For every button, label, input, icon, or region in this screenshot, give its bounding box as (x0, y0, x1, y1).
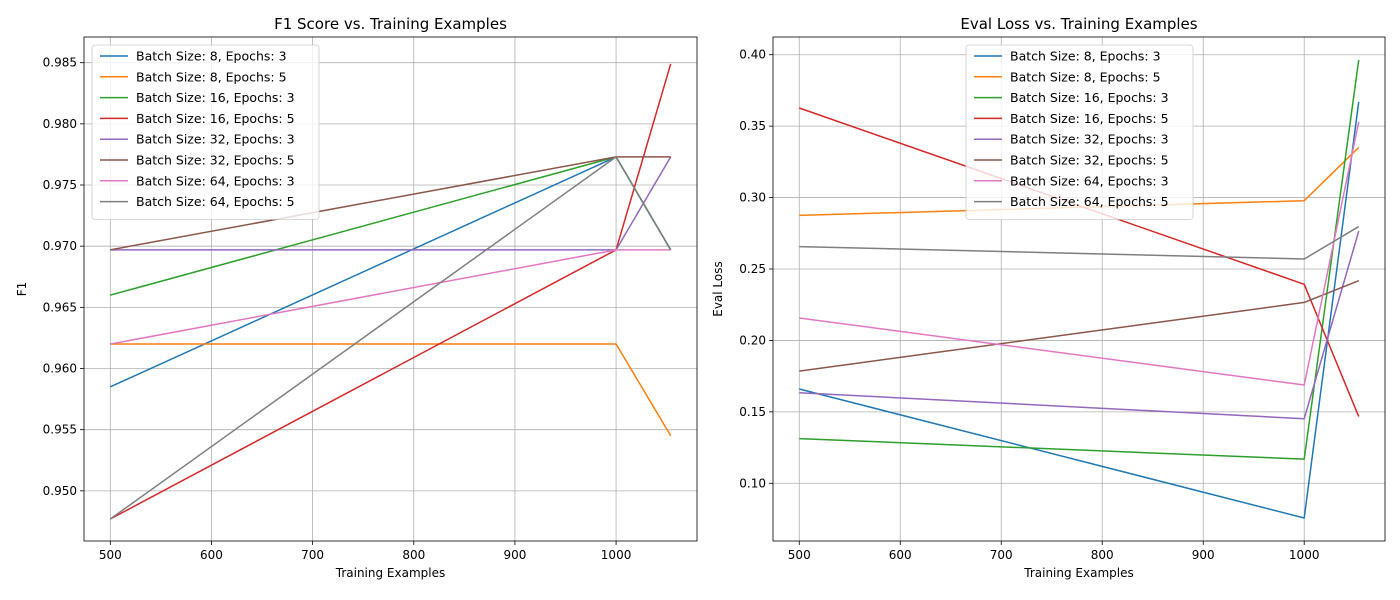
legend-label-1: Batch Size: 8, Epochs: 5 (136, 69, 287, 84)
series-line-1 (110, 343, 672, 437)
plot-frame (83, 36, 698, 542)
x-tick-label: 700 (301, 548, 324, 562)
x-tick-label: 900 (1192, 548, 1215, 562)
y-tick-label: 0.40 (739, 48, 766, 62)
y-tick-label: 0.15 (739, 405, 766, 419)
x-tick-label: 800 (402, 548, 425, 562)
legend-label-0: Batch Size: 8, Epochs: 3 (136, 49, 287, 64)
x-tick-label: 500 (788, 548, 811, 562)
legend-label-1: Batch Size: 8, Epochs: 5 (1010, 69, 1161, 84)
x-tick-label: 900 (503, 548, 526, 562)
legend-label-5: Batch Size: 32, Epochs: 5 (1010, 153, 1169, 168)
legend: Batch Size: 8, Epochs: 3 Batch Size: 8, E… (91, 44, 320, 220)
y-tick-label: 0.965 (43, 300, 77, 314)
legend-label-7: Batch Size: 64, Epochs: 5 (1010, 194, 1169, 209)
y-tick-label: 0.20 (739, 333, 766, 347)
legend-box (965, 44, 1194, 220)
legend-label-6: Batch Size: 64, Epochs: 3 (1010, 173, 1169, 188)
series-line-5 (799, 280, 1360, 372)
legend-label-2: Batch Size: 16, Epochs: 3 (136, 90, 295, 105)
x-axis-label: Training Examples (1023, 566, 1133, 580)
legend-label-4: Batch Size: 32, Epochs: 3 (1010, 132, 1169, 147)
legend-label-2: Batch Size: 16, Epochs: 3 (1010, 90, 1169, 105)
series-line-2 (799, 59, 1360, 460)
y-tick-label: 0.980 (43, 117, 77, 131)
x-tick-label: 600 (200, 548, 223, 562)
legend-label-7: Batch Size: 64, Epochs: 5 (136, 194, 295, 209)
series-line-6 (110, 249, 671, 345)
legend-label-0: Batch Size: 8, Epochs: 3 (1010, 49, 1161, 64)
x-tick-label: 500 (99, 548, 122, 562)
series-line-6 (799, 121, 1360, 386)
legend-label-6: Batch Size: 64, Epochs: 3 (136, 173, 295, 188)
legend-label-3: Batch Size: 16, Epochs: 5 (1010, 111, 1169, 126)
y-tick-label: 0.955 (43, 423, 77, 437)
x-tick-label: 600 (889, 548, 912, 562)
x-tick-label: 1000 (1289, 548, 1320, 562)
legend-box (91, 44, 320, 220)
y-tick-label: 0.30 (739, 191, 766, 205)
y-axis-label: Eval Loss (711, 261, 725, 317)
series-line-7 (109, 156, 672, 520)
y-tick-label: 0.960 (43, 362, 77, 376)
y-tick-label: 0.985 (43, 56, 77, 70)
x-axis-label: Training Examples (335, 566, 445, 580)
y-tick-label: 0.35 (739, 119, 766, 133)
y-tick-label: 0.25 (739, 262, 766, 276)
legend-label-3: Batch Size: 16, Epochs: 5 (136, 111, 295, 126)
x-tick-label: 800 (1091, 548, 1114, 562)
x-tick-label: 1000 (601, 548, 632, 562)
x-tick-label: 700 (990, 548, 1013, 562)
y-tick-label: 0.950 (43, 484, 77, 498)
series-line-0 (799, 101, 1360, 519)
series-line-4 (799, 230, 1360, 420)
y-tick-label: 0.975 (43, 178, 77, 192)
chart-title: Eval Loss vs. Training Examples (960, 15, 1197, 33)
y-axis-label: F1 (15, 282, 29, 297)
y-tick-label: 0.10 (739, 476, 766, 490)
chart-panel-0: 500 600 700 800 900 1000 0.950 0.955 0.960 0.965 0… (15, 15, 698, 580)
plot-frame (772, 36, 1386, 542)
y-tick-label: 0.970 (43, 239, 77, 253)
chart-title: F1 Score vs. Training Examples (274, 15, 507, 33)
chart-panel-1: 500 600 700 800 900 1000 0.10 0.15 0.20 0.25 0.30 0… (711, 15, 1386, 580)
series-line-7 (799, 225, 1360, 260)
legend: Batch Size: 8, Epochs: 3 Batch Size: 8, E… (965, 44, 1194, 220)
legend-label-4: Batch Size: 32, Epochs: 3 (136, 132, 295, 147)
legend-label-5: Batch Size: 32, Epochs: 5 (136, 153, 295, 168)
